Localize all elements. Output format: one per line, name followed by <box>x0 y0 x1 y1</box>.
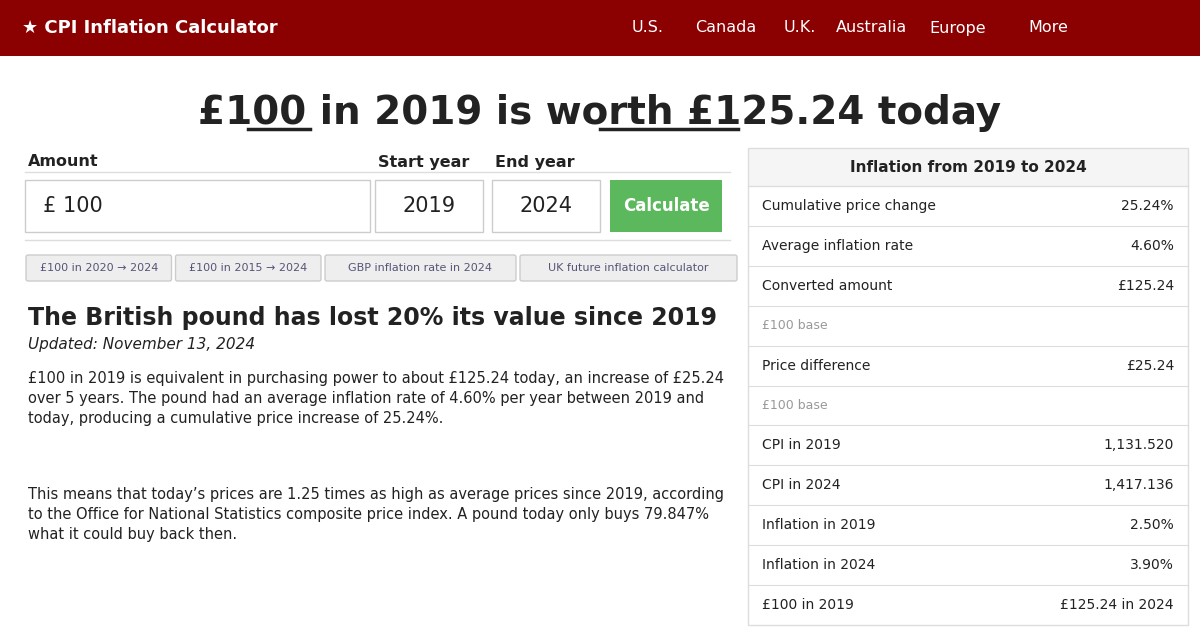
Text: More: More <box>1028 21 1068 35</box>
Text: U.S.: U.S. <box>632 21 664 35</box>
Text: Updated: November 13, 2024: Updated: November 13, 2024 <box>28 336 256 352</box>
Text: 1,131.520: 1,131.520 <box>1104 438 1174 452</box>
Text: £100 in 2019 is worth £125.24 today: £100 in 2019 is worth £125.24 today <box>198 94 1002 132</box>
Text: over 5 years. The pound had an average inflation rate of 4.60% per year between : over 5 years. The pound had an average i… <box>28 391 704 406</box>
Text: ★ CPI Inflation Calculator: ★ CPI Inflation Calculator <box>22 19 277 37</box>
Text: what it could buy back then.: what it could buy back then. <box>28 527 238 542</box>
Text: £25.24: £25.24 <box>1126 358 1174 372</box>
Bar <box>492 180 600 232</box>
Text: Start year: Start year <box>378 154 469 169</box>
Text: 4.60%: 4.60% <box>1130 239 1174 253</box>
Text: £100 base: £100 base <box>762 399 828 412</box>
Text: Inflation in 2019: Inflation in 2019 <box>762 518 876 532</box>
FancyBboxPatch shape <box>520 255 737 281</box>
Text: Calculate: Calculate <box>623 197 709 215</box>
Text: Canada: Canada <box>695 21 757 35</box>
Text: Inflation from 2019 to 2024: Inflation from 2019 to 2024 <box>850 159 1086 175</box>
Text: Converted amount: Converted amount <box>762 278 893 293</box>
Text: 1,417.136: 1,417.136 <box>1104 478 1174 492</box>
Bar <box>748 148 1188 186</box>
Text: Cumulative price change: Cumulative price change <box>762 199 936 213</box>
Bar <box>748 148 1188 625</box>
Text: £100 base: £100 base <box>762 319 828 332</box>
Text: £125.24 in 2024: £125.24 in 2024 <box>1061 598 1174 612</box>
Text: GBP inflation rate in 2024: GBP inflation rate in 2024 <box>348 263 492 273</box>
Text: Average inflation rate: Average inflation rate <box>762 239 913 253</box>
Text: £100 in 2020 → 2024: £100 in 2020 → 2024 <box>40 263 158 273</box>
Text: £100 in 2019 is equivalent in purchasing power to about £125.24 today, an increa: £100 in 2019 is equivalent in purchasing… <box>28 370 724 386</box>
Text: CPI in 2019: CPI in 2019 <box>762 438 841 452</box>
Text: The British pound has lost 20% its value since 2019: The British pound has lost 20% its value… <box>28 306 718 330</box>
Text: Price difference: Price difference <box>762 358 870 372</box>
Text: Europe: Europe <box>930 21 986 35</box>
Text: £ 100: £ 100 <box>43 196 103 216</box>
Text: £125.24: £125.24 <box>1117 278 1174 293</box>
Text: 25.24%: 25.24% <box>1122 199 1174 213</box>
Text: 3.90%: 3.90% <box>1130 558 1174 572</box>
Bar <box>610 180 722 232</box>
Text: Australia: Australia <box>836 21 907 35</box>
FancyBboxPatch shape <box>175 255 322 281</box>
Text: today, producing a cumulative price increase of 25.24%.: today, producing a cumulative price incr… <box>28 411 443 425</box>
Text: to the Office for National Statistics composite price index. A pound today only : to the Office for National Statistics co… <box>28 507 709 522</box>
FancyBboxPatch shape <box>325 255 516 281</box>
Text: UK future inflation calculator: UK future inflation calculator <box>548 263 709 273</box>
Text: CPI in 2024: CPI in 2024 <box>762 478 840 492</box>
Text: U.K.: U.K. <box>784 21 816 35</box>
Text: This means that today’s prices are 1.25 times as high as average prices since 20: This means that today’s prices are 1.25 … <box>28 486 724 501</box>
Bar <box>0 0 1200 56</box>
Text: £100 in 2015 → 2024: £100 in 2015 → 2024 <box>190 263 307 273</box>
Text: £100 in 2019: £100 in 2019 <box>762 598 854 612</box>
Bar <box>25 180 370 232</box>
Bar <box>374 180 482 232</box>
Text: Inflation in 2024: Inflation in 2024 <box>762 558 875 572</box>
Text: 2.50%: 2.50% <box>1130 518 1174 532</box>
Text: Amount: Amount <box>28 154 98 169</box>
FancyBboxPatch shape <box>26 255 172 281</box>
Text: 2019: 2019 <box>402 196 456 216</box>
Text: 2024: 2024 <box>520 196 572 216</box>
Text: End year: End year <box>496 154 575 169</box>
